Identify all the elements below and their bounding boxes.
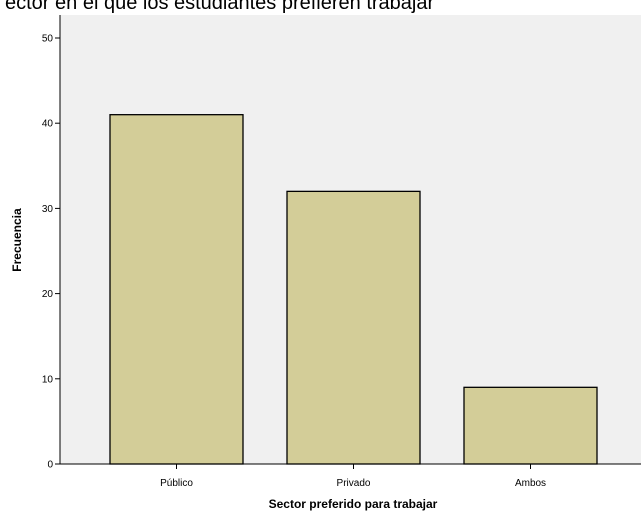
- y-tick-label-2: 20: [42, 289, 54, 300]
- y-tick-label-5: 50: [42, 34, 54, 45]
- y-axis-label: Frecuencia: [10, 208, 24, 272]
- bar-0: [109, 114, 244, 465]
- bars: [109, 114, 598, 465]
- y-axis-ticks: 0 10 20 30 40 50: [42, 34, 60, 471]
- y-tick-label-1: 10: [42, 374, 54, 385]
- chart-title: ector en el que los estudiantes prefiere…: [5, 0, 434, 14]
- y-tick-label-3: 30: [42, 204, 54, 215]
- bar-1: [286, 190, 421, 465]
- x-tick-label-0: Público: [160, 478, 193, 489]
- x-axis-label: Sector preferido para trabajar: [269, 497, 438, 511]
- bar-2: [463, 386, 598, 465]
- y-tick-label-0: 0: [47, 460, 53, 471]
- x-axis-ticks: Público Privado Ambos: [160, 464, 546, 489]
- y-tick-label-4: 40: [42, 119, 54, 130]
- x-tick-label-1: Privado: [337, 478, 371, 489]
- x-tick-label-2: Ambos: [515, 478, 546, 489]
